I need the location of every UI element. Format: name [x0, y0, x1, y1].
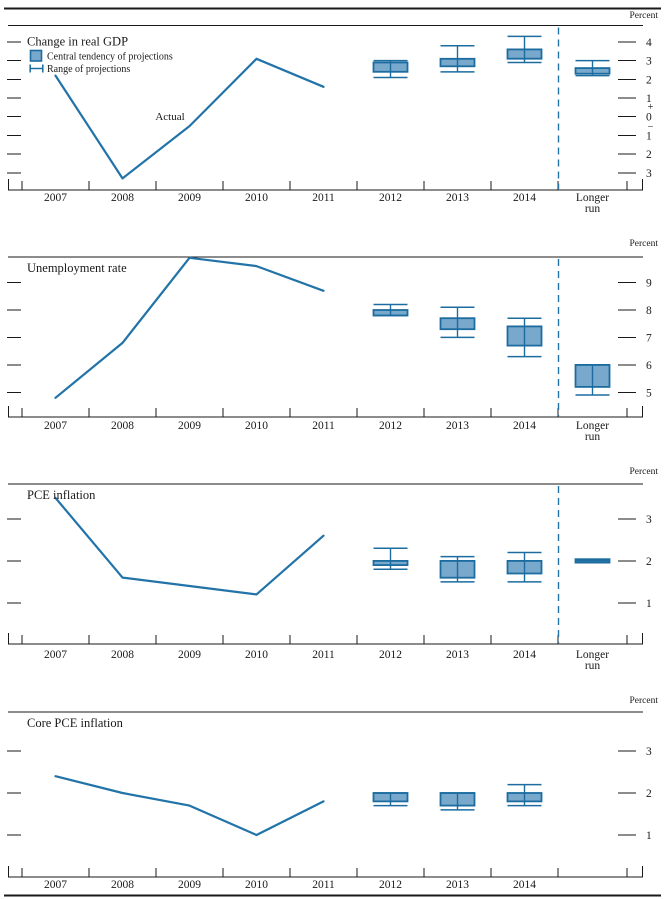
- projection-marker-2013: [439, 306, 476, 339]
- y-tick-label: 4: [646, 37, 652, 49]
- x-year-label: 2011: [312, 420, 335, 432]
- x-longer-run-label: run: [585, 660, 601, 672]
- x-longer-run-label: run: [585, 203, 601, 215]
- legend-central-tendency-label: Central tendency of projections: [47, 52, 173, 63]
- x-year-label: 2008: [111, 192, 134, 204]
- panel-pce-inflation: Percent 3 2 1 2007 2008 2009 2010 2011 2012 2013 20…: [7, 467, 658, 672]
- x-year-label: 2013: [446, 649, 469, 661]
- x-year-label: 2007: [44, 420, 67, 432]
- y-tick-label: 3: [646, 746, 652, 758]
- x-longer-run-label: Longer: [576, 192, 609, 204]
- projection-marker-longer-run: [574, 59, 611, 77]
- projection-marker-2014: [506, 35, 543, 64]
- x-year-label: 2014: [513, 192, 536, 204]
- x-year-label: 2013: [446, 879, 469, 891]
- y-tick-label: 3: [646, 514, 652, 526]
- actual-line: [54, 57, 325, 180]
- x-year-label: 2007: [44, 879, 67, 891]
- actual-label: Actual: [155, 111, 184, 123]
- panel-title: Change in real GDP: [27, 35, 128, 49]
- y-tick-label: 0: [646, 112, 652, 124]
- projection-marker-2014: [506, 551, 543, 583]
- projection-marker-2014: [506, 783, 543, 807]
- x-year-label: 2010: [245, 420, 268, 432]
- x-year-label: 2010: [245, 879, 268, 891]
- x-year-label: 2009: [178, 420, 201, 432]
- actual-line: [54, 775, 325, 837]
- panel-title: Unemployment rate: [27, 261, 127, 275]
- percent-label: Percent: [630, 467, 659, 477]
- x-year-label: 2014: [513, 879, 536, 891]
- percent-label: Percent: [630, 239, 659, 249]
- panel-gdp: Percent 4 3 2 1 0 1 2 3 + − 2007 2008 2009 2010 2011 201…: [7, 11, 658, 215]
- projection-marker-longer-run: [574, 363, 611, 396]
- y-tick-label: 2: [646, 149, 652, 161]
- x-year-label: 2007: [44, 649, 67, 661]
- x-year-label: 2011: [312, 879, 335, 891]
- x-year-label: 2014: [513, 420, 536, 432]
- x-year-label: 2012: [379, 649, 402, 661]
- projection-marker-2013: [439, 44, 476, 73]
- legend-range-label: Range of projections: [47, 64, 130, 75]
- y-tick-label: 2: [646, 556, 652, 568]
- y-tick-label: 9: [646, 278, 652, 290]
- percent-label: Percent: [630, 11, 659, 21]
- x-year-label: 2014: [513, 649, 536, 661]
- projection-marker-2012: [372, 303, 409, 317]
- y-tick-label: 3: [646, 56, 652, 68]
- x-year-label: 2010: [245, 649, 268, 661]
- y-tick-label: 3: [646, 168, 652, 180]
- y-tick-label: 1: [646, 93, 652, 105]
- projection-marker-2012: [372, 792, 409, 807]
- actual-line: [54, 256, 325, 399]
- legend-central-tendency-swatch: [29, 49, 43, 62]
- x-year-label: 2012: [379, 420, 402, 432]
- projection-marker-longer-run: [574, 558, 611, 564]
- projection-marker-2012: [372, 547, 409, 570]
- y-tick-label: 2: [646, 788, 652, 800]
- x-longer-run-label: Longer: [576, 420, 609, 432]
- x-year-label: 2007: [44, 192, 67, 204]
- actual-line: [54, 496, 325, 596]
- x-year-label: 2009: [178, 649, 201, 661]
- zero-minus-sign: −: [648, 122, 654, 133]
- percent-label: Percent: [630, 696, 659, 706]
- x-year-label: 2012: [379, 879, 402, 891]
- panel-unemployment: Percent 9 8 7 6 5 2007 2008 2009 2010 2011 2012 2013…: [7, 239, 658, 443]
- x-longer-run-label: run: [585, 431, 601, 443]
- y-tick-label: 1: [646, 598, 652, 610]
- x-longer-run-label: Longer: [576, 649, 609, 661]
- y-tick-label: 5: [646, 387, 652, 399]
- panel-title: Core PCE inflation: [27, 716, 124, 730]
- x-year-label: 2010: [245, 192, 268, 204]
- y-tick-label: 1: [646, 130, 652, 142]
- zero-plus-sign: +: [648, 102, 654, 113]
- x-year-label: 2011: [312, 649, 335, 661]
- x-year-label: 2009: [178, 192, 201, 204]
- x-year-label: 2009: [178, 879, 201, 891]
- x-year-label: 2008: [111, 649, 134, 661]
- projection-marker-2012: [372, 59, 409, 79]
- y-tick-label: 1: [646, 830, 652, 842]
- projection-marker-2013: [439, 555, 476, 583]
- panel-title: PCE inflation: [27, 488, 96, 502]
- x-year-label: 2012: [379, 192, 402, 204]
- x-year-label: 2013: [446, 192, 469, 204]
- x-year-label: 2013: [446, 420, 469, 432]
- y-tick-label: 2: [646, 74, 652, 86]
- x-year-label: 2011: [312, 192, 335, 204]
- y-tick-label: 7: [646, 332, 652, 344]
- projection-marker-2013: [439, 792, 476, 811]
- x-year-label: 2008: [111, 420, 134, 432]
- y-tick-label: 8: [646, 305, 652, 317]
- y-tick-label: 6: [646, 360, 652, 372]
- panel-core-pce-inflation: Percent 3 2 1 2007 2008 2009 2010 2011 2012 2013 20…: [7, 696, 658, 891]
- x-year-label: 2008: [111, 879, 134, 891]
- projection-marker-2014: [506, 317, 543, 358]
